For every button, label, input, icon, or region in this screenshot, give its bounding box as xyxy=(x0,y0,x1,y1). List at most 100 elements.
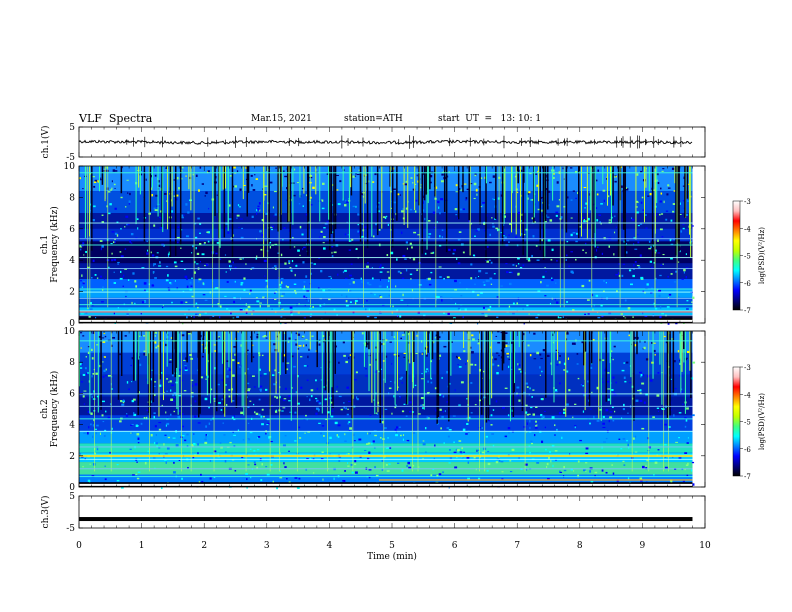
spectrogram-speckle xyxy=(506,271,509,274)
spectrogram-speckle xyxy=(266,424,269,426)
spectrogram-speckle xyxy=(547,239,551,242)
spectrogram-speckle xyxy=(374,172,377,176)
spectrogram-speckle xyxy=(581,341,584,344)
spectrogram-speckle xyxy=(629,283,633,286)
spectrogram-speckle xyxy=(346,413,349,416)
spectrogram-speckle xyxy=(636,201,639,203)
spectrogram-speckle xyxy=(636,211,639,214)
spectrogram-speckle xyxy=(326,173,329,175)
sferic-streak xyxy=(205,331,207,376)
spectrogram-speckle xyxy=(376,413,379,415)
spectrogram-speckle xyxy=(291,387,293,389)
spectrogram-speckle xyxy=(549,302,551,305)
spectrogram-speckle xyxy=(82,466,84,468)
spectrogram-speckle xyxy=(214,350,216,352)
spectrogram-speckle xyxy=(263,194,267,196)
spectrogram-speckle xyxy=(168,251,171,254)
spectrogram-speckle xyxy=(295,343,298,346)
sferic-streak xyxy=(137,331,139,415)
spectrogram-speckle xyxy=(170,413,172,416)
spectrogram-speckle xyxy=(477,228,480,231)
spectrogram-speckle xyxy=(664,456,667,458)
spectrogram-band xyxy=(79,288,693,298)
sferic-line xyxy=(107,166,109,308)
spectrogram-speckle xyxy=(327,411,330,414)
spectrogram-speckle xyxy=(466,188,470,191)
spectrogram-speckle xyxy=(128,388,130,391)
spectrogram-speckle xyxy=(154,209,158,211)
spectrogram-speckle xyxy=(560,216,563,219)
spectrogram-speckle xyxy=(456,449,460,452)
spectrogram-speckle xyxy=(247,406,250,408)
spectrogram-speckle xyxy=(420,186,422,189)
spectrogram-speckle xyxy=(261,354,264,357)
spectrogram-speckle xyxy=(137,471,141,473)
spectrogram-speckle xyxy=(176,236,180,240)
x-tick-label: 5 xyxy=(389,541,395,551)
spectrogram-speckle xyxy=(641,196,644,199)
spectrogram-speckle xyxy=(354,471,358,474)
spectrogram-speckle xyxy=(102,376,105,378)
sferic-line xyxy=(563,166,565,308)
spectrogram-speckle xyxy=(165,279,169,282)
colorbar-tick-label: -6 xyxy=(744,280,751,288)
spectrogram-speckle xyxy=(618,263,621,265)
spectrogram-speckle xyxy=(412,188,416,191)
spectrogram-speckle xyxy=(587,394,590,396)
spectrogram-speckle xyxy=(240,411,244,415)
spectrogram-speckle xyxy=(357,213,360,216)
spectrogram-speckle xyxy=(602,359,605,362)
sferic-streak xyxy=(243,331,245,416)
spectrogram-speckle xyxy=(368,468,372,471)
spectrogram-speckle xyxy=(554,424,556,427)
spectrogram-speckle xyxy=(622,437,626,440)
spectrogram-speckle xyxy=(348,283,352,285)
spectrogram-speckle xyxy=(167,253,171,256)
ch1-waveform-panel: 5-5ch.1(V) xyxy=(40,123,706,163)
spectrogram-speckle xyxy=(540,398,543,401)
narrowband-line xyxy=(79,454,693,456)
spectrogram-speckle xyxy=(492,444,495,447)
spectrogram-speckle xyxy=(446,276,450,279)
spectrogram-speckle xyxy=(119,277,123,280)
spectrogram-speckle xyxy=(482,306,485,309)
spectrogram-speckle xyxy=(413,231,417,234)
spectrogram-speckle xyxy=(653,474,655,476)
spectrogram-speckle xyxy=(125,295,127,298)
sferic-streak xyxy=(589,166,591,211)
y-tick-label: 0 xyxy=(69,319,75,329)
spectrogram-speckle xyxy=(684,468,686,471)
spectrogram-speckle xyxy=(307,299,309,302)
spectrogram-speckle xyxy=(298,303,300,305)
spectrogram-speckle xyxy=(232,431,234,433)
spectrogram-speckle xyxy=(86,432,89,435)
spectrogram-speckle xyxy=(477,342,480,345)
spectrogram-speckle xyxy=(671,456,674,458)
spectrogram-speckle xyxy=(667,366,671,368)
spectrogram-speckle xyxy=(658,213,661,216)
spectrogram-speckle xyxy=(293,246,296,248)
spectrogram-speckle xyxy=(507,427,511,430)
spectrogram-speckle xyxy=(122,285,124,288)
sferic-streak xyxy=(371,166,373,237)
spectrogram-speckle xyxy=(402,293,404,297)
sferic-streak xyxy=(139,166,141,195)
spectrogram-speckle xyxy=(288,400,291,402)
spectrogram-speckle xyxy=(591,293,594,297)
spectrogram-speckle xyxy=(148,212,151,215)
narrowband-line xyxy=(79,468,693,470)
sferic-streak xyxy=(309,331,311,350)
spectrogram-speckle xyxy=(644,315,648,317)
spectrogram-speckle xyxy=(663,335,666,338)
spectrogram-speckle xyxy=(256,333,260,336)
spectrogram-speckle xyxy=(505,332,508,334)
spectrogram-speckle xyxy=(109,451,112,454)
spectrogram-speckle xyxy=(540,440,544,444)
spectrogram-speckle xyxy=(260,248,263,251)
spectrogram-speckle xyxy=(268,304,270,308)
spectrogram-speckle xyxy=(120,228,122,230)
spectrogram-speckle xyxy=(163,192,167,195)
spectrogram-speckle xyxy=(500,356,503,359)
spectrogram-speckle xyxy=(228,218,232,221)
spectrogram-speckle xyxy=(207,170,210,173)
